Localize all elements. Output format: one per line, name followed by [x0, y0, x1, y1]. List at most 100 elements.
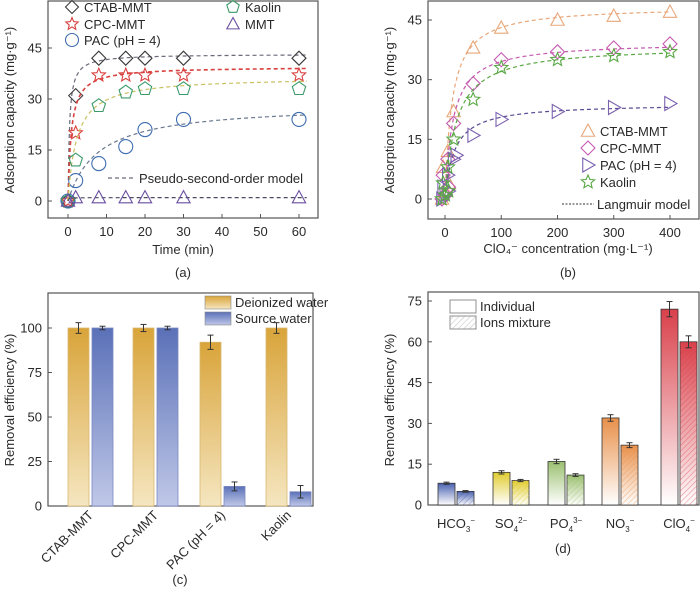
panel-c-ytick-label: 75	[28, 365, 42, 380]
panel-b-legend-label: CPC-MMT	[600, 141, 661, 156]
panel-a-point	[175, 189, 192, 204]
panel-b-xtick-label: 400	[659, 225, 681, 240]
panel-b-point	[606, 7, 622, 22]
panel-d-legend-hatch	[450, 316, 476, 329]
panel-b-point	[442, 167, 456, 184]
panel-c-ytick-label: 25	[28, 454, 42, 469]
panel-d-bar-hatch	[621, 445, 638, 505]
panel-b-point	[465, 91, 482, 107]
panel-d-xtick-base: SO	[495, 516, 514, 531]
panel-d-xtick-sub: 4	[514, 525, 519, 534]
panel-b-model-curve	[444, 11, 671, 200]
panel-c-legend-label: Deionized water	[235, 295, 329, 310]
panel-d-xtick-sub: 4	[569, 525, 574, 534]
panel-a-point	[90, 66, 107, 83]
panel-b-point	[467, 127, 482, 144]
panel-d-bar	[547, 461, 566, 506]
panel-b-point	[465, 75, 481, 92]
panel-c-ytick-label: 0	[35, 499, 42, 514]
panel-b-point	[549, 44, 566, 60]
panel-c-label: (c)	[172, 572, 187, 587]
panel-a-ytick-label: 0	[35, 194, 42, 209]
panel-c-xtick-label: CTAB-MMT	[38, 507, 96, 565]
panel-a-point	[175, 66, 192, 83]
panel-a-point	[91, 156, 107, 172]
panel-b-point	[447, 151, 462, 168]
panel-b-model-curve	[444, 106, 670, 200]
panel-a-ytick-label: 30	[28, 92, 42, 107]
panel-a-point	[175, 111, 192, 127]
panel-a-point	[290, 66, 308, 83]
panel-b-point	[445, 115, 462, 132]
panel-d-label: (d)	[555, 541, 571, 556]
panel-b-point	[435, 159, 451, 173]
panel-d-xtick-label: ClO4−	[663, 516, 695, 534]
panel-d-legend-label: Individual	[480, 299, 535, 314]
panel-a-legend-label: PAC (pH = 4)	[84, 33, 161, 48]
panel-b-point	[495, 111, 510, 128]
panel-d-ytick-label: 75	[408, 294, 422, 309]
panel-d-ytick-label: 0	[415, 498, 422, 513]
panel-b-plot-frame	[427, 0, 700, 220]
panel-b-point	[433, 190, 451, 206]
panel-c-bar	[265, 327, 288, 507]
panel-b: 0 100 200 300 400 0 15 30 45 Adsorption capacity …	[382, 0, 700, 280]
panel-c-bar	[91, 327, 114, 507]
panel-b-point	[450, 147, 465, 164]
panel-b-point	[549, 11, 566, 26]
panel-d-xtick-label: NO3−	[606, 516, 635, 534]
panel-d-xtick-sup: −	[630, 516, 635, 525]
panel-a-model-legend-label: Pseudo-second-order model	[139, 171, 303, 186]
panel-c-legend-swatch	[204, 311, 232, 326]
panel-a-legend-marker	[225, 16, 241, 30]
panel-d-ytick-label: 15	[408, 457, 422, 472]
panel-b-point	[662, 3, 678, 18]
panel-a-xtick-label: 0	[64, 224, 71, 239]
panel-a-ylabel: Adsorption capacity (mg·g⁻¹)	[2, 27, 17, 194]
panel-a-xtick-label: 20	[138, 224, 152, 239]
panel-d-bar	[492, 471, 511, 506]
panel-a-xtick-label: 50	[253, 224, 267, 239]
panel-c-ylabel: Removal efficiency (%)	[2, 334, 17, 467]
panel-c-xtick-label: CPC-MMT	[107, 507, 161, 561]
panel-a-point	[60, 192, 76, 207]
panel-d-xtick-sub: 4	[686, 525, 691, 534]
panel-d-xtick-label: SO42−	[495, 516, 528, 534]
panel-b-legend-label: Kaolin	[600, 175, 636, 190]
panel-b-point	[662, 36, 678, 52]
panel-d-bar-hatch	[567, 475, 584, 505]
panel-d-xtick-label: PO43−	[550, 516, 583, 534]
panel-a-label: (a)	[175, 265, 191, 280]
panel-d-xtick-sub: 3	[625, 525, 630, 534]
panel-a-point	[91, 98, 107, 113]
panel-b-legend-label: CTAB-MMT	[600, 124, 668, 139]
panel-d-ylabel: Removal efficiency (%)	[382, 334, 397, 467]
panel-b-point	[605, 47, 622, 63]
panel-d-legend-swatch	[449, 299, 477, 314]
panel-b-point	[437, 186, 454, 202]
panel-b-xlabel: ClO₄⁻ concentration (mg·L⁻¹)	[483, 241, 652, 256]
panel-a-legend-label: Kaolin	[245, 0, 281, 15]
panel-c-ytick-label: 50	[28, 410, 42, 425]
panel-b-point	[465, 39, 481, 54]
panel-a-legend-label: CPC-MMT	[84, 17, 145, 32]
panel-a-legend-label: CTAB-MMT	[84, 0, 152, 15]
panel-a-point	[117, 50, 134, 66]
panel-d-xtick-sup: 3−	[573, 516, 582, 525]
panel-a-point	[291, 50, 307, 66]
panel-c-bar	[156, 327, 179, 507]
panel-a-point	[117, 66, 134, 83]
panel-a-point	[176, 81, 191, 96]
panel-b-point	[445, 130, 462, 147]
panel-d-xtick-sup: 2−	[518, 516, 527, 525]
panel-c-xtick-label: PAC (pH = 4)	[163, 508, 228, 573]
panel-c-legend-label: Source water	[235, 311, 312, 326]
panel-a-point	[91, 189, 107, 204]
panel-a-point	[137, 122, 153, 138]
panel-b-legend-label: PAC (pH = 4)	[600, 158, 677, 173]
panel-d-xtick-base: ClO	[663, 516, 685, 531]
panel-c-bar	[132, 327, 155, 507]
panel-c-xtick-label: Kaolin	[258, 508, 294, 544]
